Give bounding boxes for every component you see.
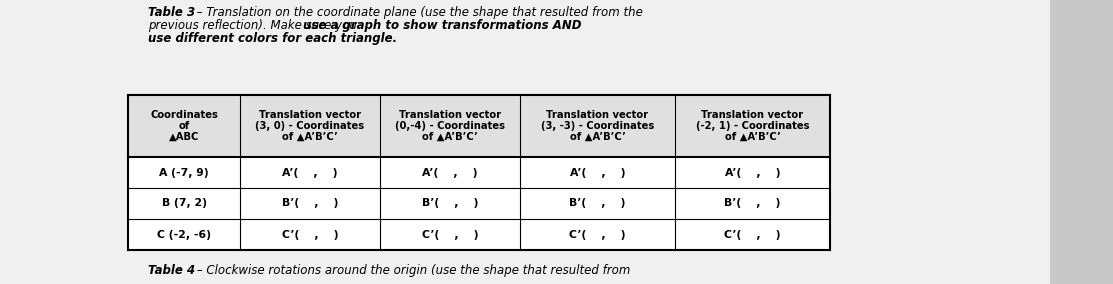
Text: (-2, 1) - Coordinates: (-2, 1) - Coordinates [696,121,809,131]
Text: of: of [178,121,189,131]
Bar [128,95,830,250]
Text: B’(    ,    ): B’( , ) [725,199,780,208]
Text: C’(    ,    ): C’( , ) [282,229,338,239]
Text: Coordinates: Coordinates [150,110,218,120]
Text: B’(    ,    ): B’( , ) [282,199,338,208]
Text: use a graph to show transformations AND: use a graph to show transformations AND [303,19,581,32]
Text: A’(    ,    ): A’( , ) [725,168,780,178]
Text: C’(    ,    ): C’( , ) [569,229,626,239]
Text: B’(    ,    ): B’( , ) [422,199,479,208]
Text: A’(    ,    ): A’( , ) [283,168,337,178]
Text: B (7, 2): B (7, 2) [161,199,207,208]
Text: – Clockwise rotations around the origin (use the shape that resulted from: – Clockwise rotations around the origin … [193,264,630,277]
Text: of ▲A’B’C’: of ▲A’B’C’ [282,131,338,141]
Text: previous reflection). Make sure you: previous reflection). Make sure you [148,19,361,32]
Text: C (-2, -6): C (-2, -6) [157,229,211,239]
Text: Table 3: Table 3 [148,6,195,19]
Text: C’(    ,    ): C’( , ) [422,229,479,239]
Text: (0,-4) - Coordinates: (0,-4) - Coordinates [395,121,505,131]
Text: use different colors for each triangle.: use different colors for each triangle. [148,32,397,45]
Bar [128,95,830,157]
Text: A’(    ,    ): A’( , ) [422,168,477,178]
Text: A’(    ,    ): A’( , ) [570,168,626,178]
Text: of ▲A’B’C’: of ▲A’B’C’ [725,131,780,141]
Text: A (-7, 9): A (-7, 9) [159,168,209,178]
Text: B’(    ,    ): B’( , ) [570,199,626,208]
Text: of ▲A’B’C’: of ▲A’B’C’ [570,131,626,141]
Text: – Translation on the coordinate plane (use the shape that resulted from the: – Translation on the coordinate plane (u… [193,6,643,19]
Text: Translation vector: Translation vector [546,110,649,120]
Text: Translation vector: Translation vector [701,110,804,120]
Text: Translation vector: Translation vector [398,110,501,120]
Text: (3, 0) - Coordinates: (3, 0) - Coordinates [256,121,365,131]
Text: Translation vector: Translation vector [259,110,361,120]
Text: Table 4: Table 4 [148,264,195,277]
Text: ▲ABC: ▲ABC [169,131,199,141]
Text: C’(    ,    ): C’( , ) [725,229,780,239]
Text: (3, -3) - Coordinates: (3, -3) - Coordinates [541,121,654,131]
Text: of ▲A’B’C’: of ▲A’B’C’ [422,131,477,141]
